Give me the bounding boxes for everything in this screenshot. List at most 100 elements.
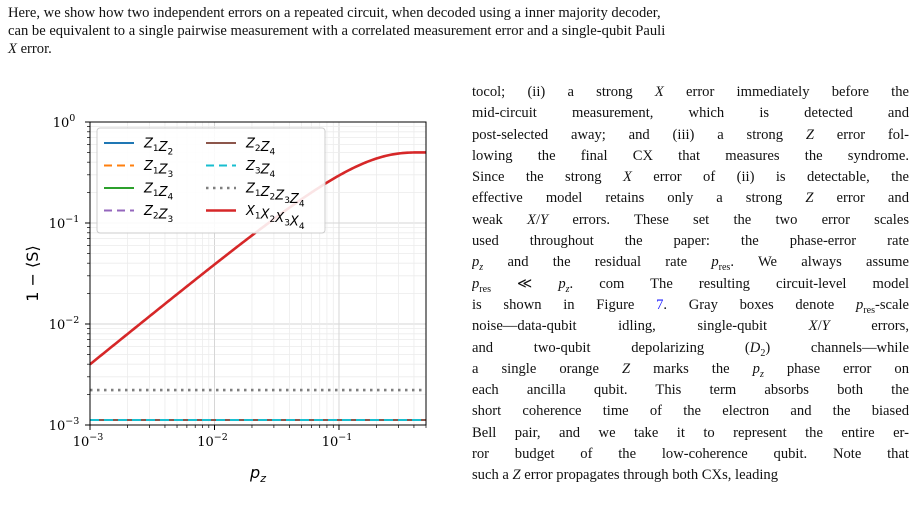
legend-label-z1z2: Z1Z2	[143, 137, 173, 158]
legend-label-index: 3	[284, 219, 290, 229]
x-tick-label: 10−1	[322, 432, 353, 450]
body-line: post-selected away; and (iii) a strong Z…	[472, 126, 909, 143]
body-line: each ancilla qubit. This term absorbs bo…	[472, 382, 909, 399]
legend-label-index: 1	[153, 144, 159, 154]
legend-label-letter: Z	[260, 163, 271, 178]
intro-paragraph: Here, we show how two independent errors…	[8, 4, 907, 58]
legend-label-letter: Z	[245, 182, 256, 197]
legend-label-letter: Z	[260, 185, 271, 200]
legend-label-index: 4	[270, 170, 276, 180]
legend-label-index: 3	[284, 196, 290, 206]
body-line: a single orange Z marks the pz phase err…	[472, 360, 909, 380]
legend-label-index: 2	[168, 148, 174, 158]
legend-label-letter: X	[245, 204, 256, 219]
body-line: lowing the final CX that measures the sy…	[472, 147, 909, 164]
legend-label-letter: Z	[289, 192, 300, 207]
legend-label-letter: Z	[143, 159, 154, 174]
x-tick-label-base: 10	[197, 435, 214, 450]
intro-line-3: X error.	[8, 41, 52, 57]
legend-label-z3z4: Z3Z4	[245, 159, 276, 180]
intro-line-2: can be equivalent to a single pairwise m…	[8, 23, 666, 39]
ticks	[85, 121, 427, 430]
y-tick-label-base: 10	[53, 116, 70, 131]
y-tick-label-base: 10	[49, 318, 66, 333]
x-tick-label-exponent: −2	[214, 432, 228, 443]
body-line: short coherence time of the electron and…	[472, 403, 909, 420]
legend-label-letter: Z	[158, 208, 169, 223]
body-line: noise—data-qubit idling, single-qubit X/…	[472, 318, 909, 335]
legend-label-letter: X	[260, 208, 271, 223]
y-axis-label: 1 − ⟨S⟩	[23, 245, 42, 301]
x-axis-label-subscript: z	[259, 472, 266, 485]
legend-label-z2z3: Z2Z3	[143, 204, 173, 225]
legend-label-letter: X	[289, 215, 300, 230]
legend-label-z1z2z3z4: Z1Z2Z3Z4	[245, 182, 305, 210]
legend-label-letter: Z	[260, 140, 271, 155]
y-tick-label-exponent: −2	[65, 315, 79, 326]
x-axis-label-base: p	[249, 463, 260, 482]
legend-label-index: 1	[153, 167, 159, 177]
x-tick-label: 10−3	[73, 432, 104, 450]
body-line: and two-qubit depolarizing (D2) channels…	[472, 339, 909, 359]
legend-label-z1z4: Z1Z4	[143, 182, 174, 203]
body-line: pz and the residual rate pres. We always…	[472, 254, 909, 274]
body-line: such a Z error propagates through both C…	[472, 467, 779, 484]
legend-label-letter: Z	[143, 137, 154, 152]
legend-label-letter: Z	[158, 185, 169, 200]
y-tick-label: 10−2	[49, 315, 80, 333]
legend-label-letter: Z	[158, 140, 169, 155]
legend-label-index: 3	[168, 215, 174, 225]
x-axis-label: pz	[249, 463, 266, 485]
y-tick-label-exponent: −1	[65, 214, 79, 225]
legend-label-z1z3: Z1Z3	[143, 159, 173, 180]
body-line: effective model retains only a strong Z …	[472, 190, 909, 207]
body-line: Bell pair, and we take it to represent t…	[472, 424, 909, 441]
y-tick-label: 100	[53, 113, 76, 131]
intro-x-symbol: X	[8, 41, 17, 57]
body-line: pres ≪ pz. com The resulting circuit-lev…	[472, 275, 909, 295]
legend-label-index: 2	[255, 144, 261, 154]
legend-label-index: 2	[270, 193, 276, 203]
plot-frame	[89, 121, 427, 426]
legend-box	[96, 127, 326, 234]
x-tick-label-base: 10	[73, 435, 90, 450]
legend-label-index: 4	[299, 200, 305, 210]
intro-line-1: Here, we show how two independent errors…	[8, 5, 661, 21]
legend-label-letter: X	[274, 211, 285, 226]
figure-panel: 10−3 10−2 10−1 10−3 10−2 10−1 100 pz 1 − ⟨S⟩ Z1Z2…	[0, 106, 440, 525]
y-tick-label-exponent: 0	[69, 113, 75, 124]
body-line: Since the strong X error of (ii) is dete…	[472, 169, 909, 186]
legend-label-index: 1	[255, 189, 261, 199]
legend-label-index: 4	[270, 148, 276, 158]
legend-label-letter: Z	[274, 189, 285, 204]
body-line: weak X/Y errors. These set the two error…	[472, 211, 909, 228]
body-text-column: tocol; (ii) a strong X error immediately…	[472, 82, 909, 487]
legend-label-index: 4	[168, 193, 174, 203]
y-tick-label-base: 10	[49, 419, 66, 434]
legend-label-x1x2x3x4: X1X2X3X4	[245, 204, 305, 232]
legend-label-index: 1	[255, 212, 261, 222]
legend-label-index: 3	[255, 167, 261, 177]
legend-label-letter: Z	[158, 163, 169, 178]
body-line: mid-circuit measurement, which is detect…	[472, 105, 909, 122]
legend-label-index: 3	[168, 170, 174, 180]
x-tick-label-exponent: −3	[89, 432, 103, 443]
body-line: used throughout the paper: the phase-err…	[472, 233, 909, 250]
legend-label-index: 2	[270, 215, 276, 225]
legend-label-letter: Z	[143, 204, 154, 219]
series-group	[90, 151, 426, 422]
legend-label-index: 1	[153, 189, 159, 199]
body-line: is shown in Figure 7. Gray boxes denote …	[472, 296, 909, 316]
legend-label-index: 2	[153, 212, 159, 222]
legend-label-letter: Z	[245, 159, 256, 174]
y-tick-label-exponent: −3	[65, 416, 79, 427]
legend-label-letter: Z	[245, 137, 256, 152]
body-line: ror budget of the low-coherence qubit. N…	[472, 446, 909, 463]
body-line: tocol; (ii) a strong X error immediately…	[472, 84, 909, 100]
legend-label-index: 4	[299, 222, 305, 232]
y-tick-label: 10−3	[49, 416, 80, 434]
legend-label-letter: Z	[143, 182, 154, 197]
legend-label-z2z4: Z2Z4	[245, 137, 276, 158]
